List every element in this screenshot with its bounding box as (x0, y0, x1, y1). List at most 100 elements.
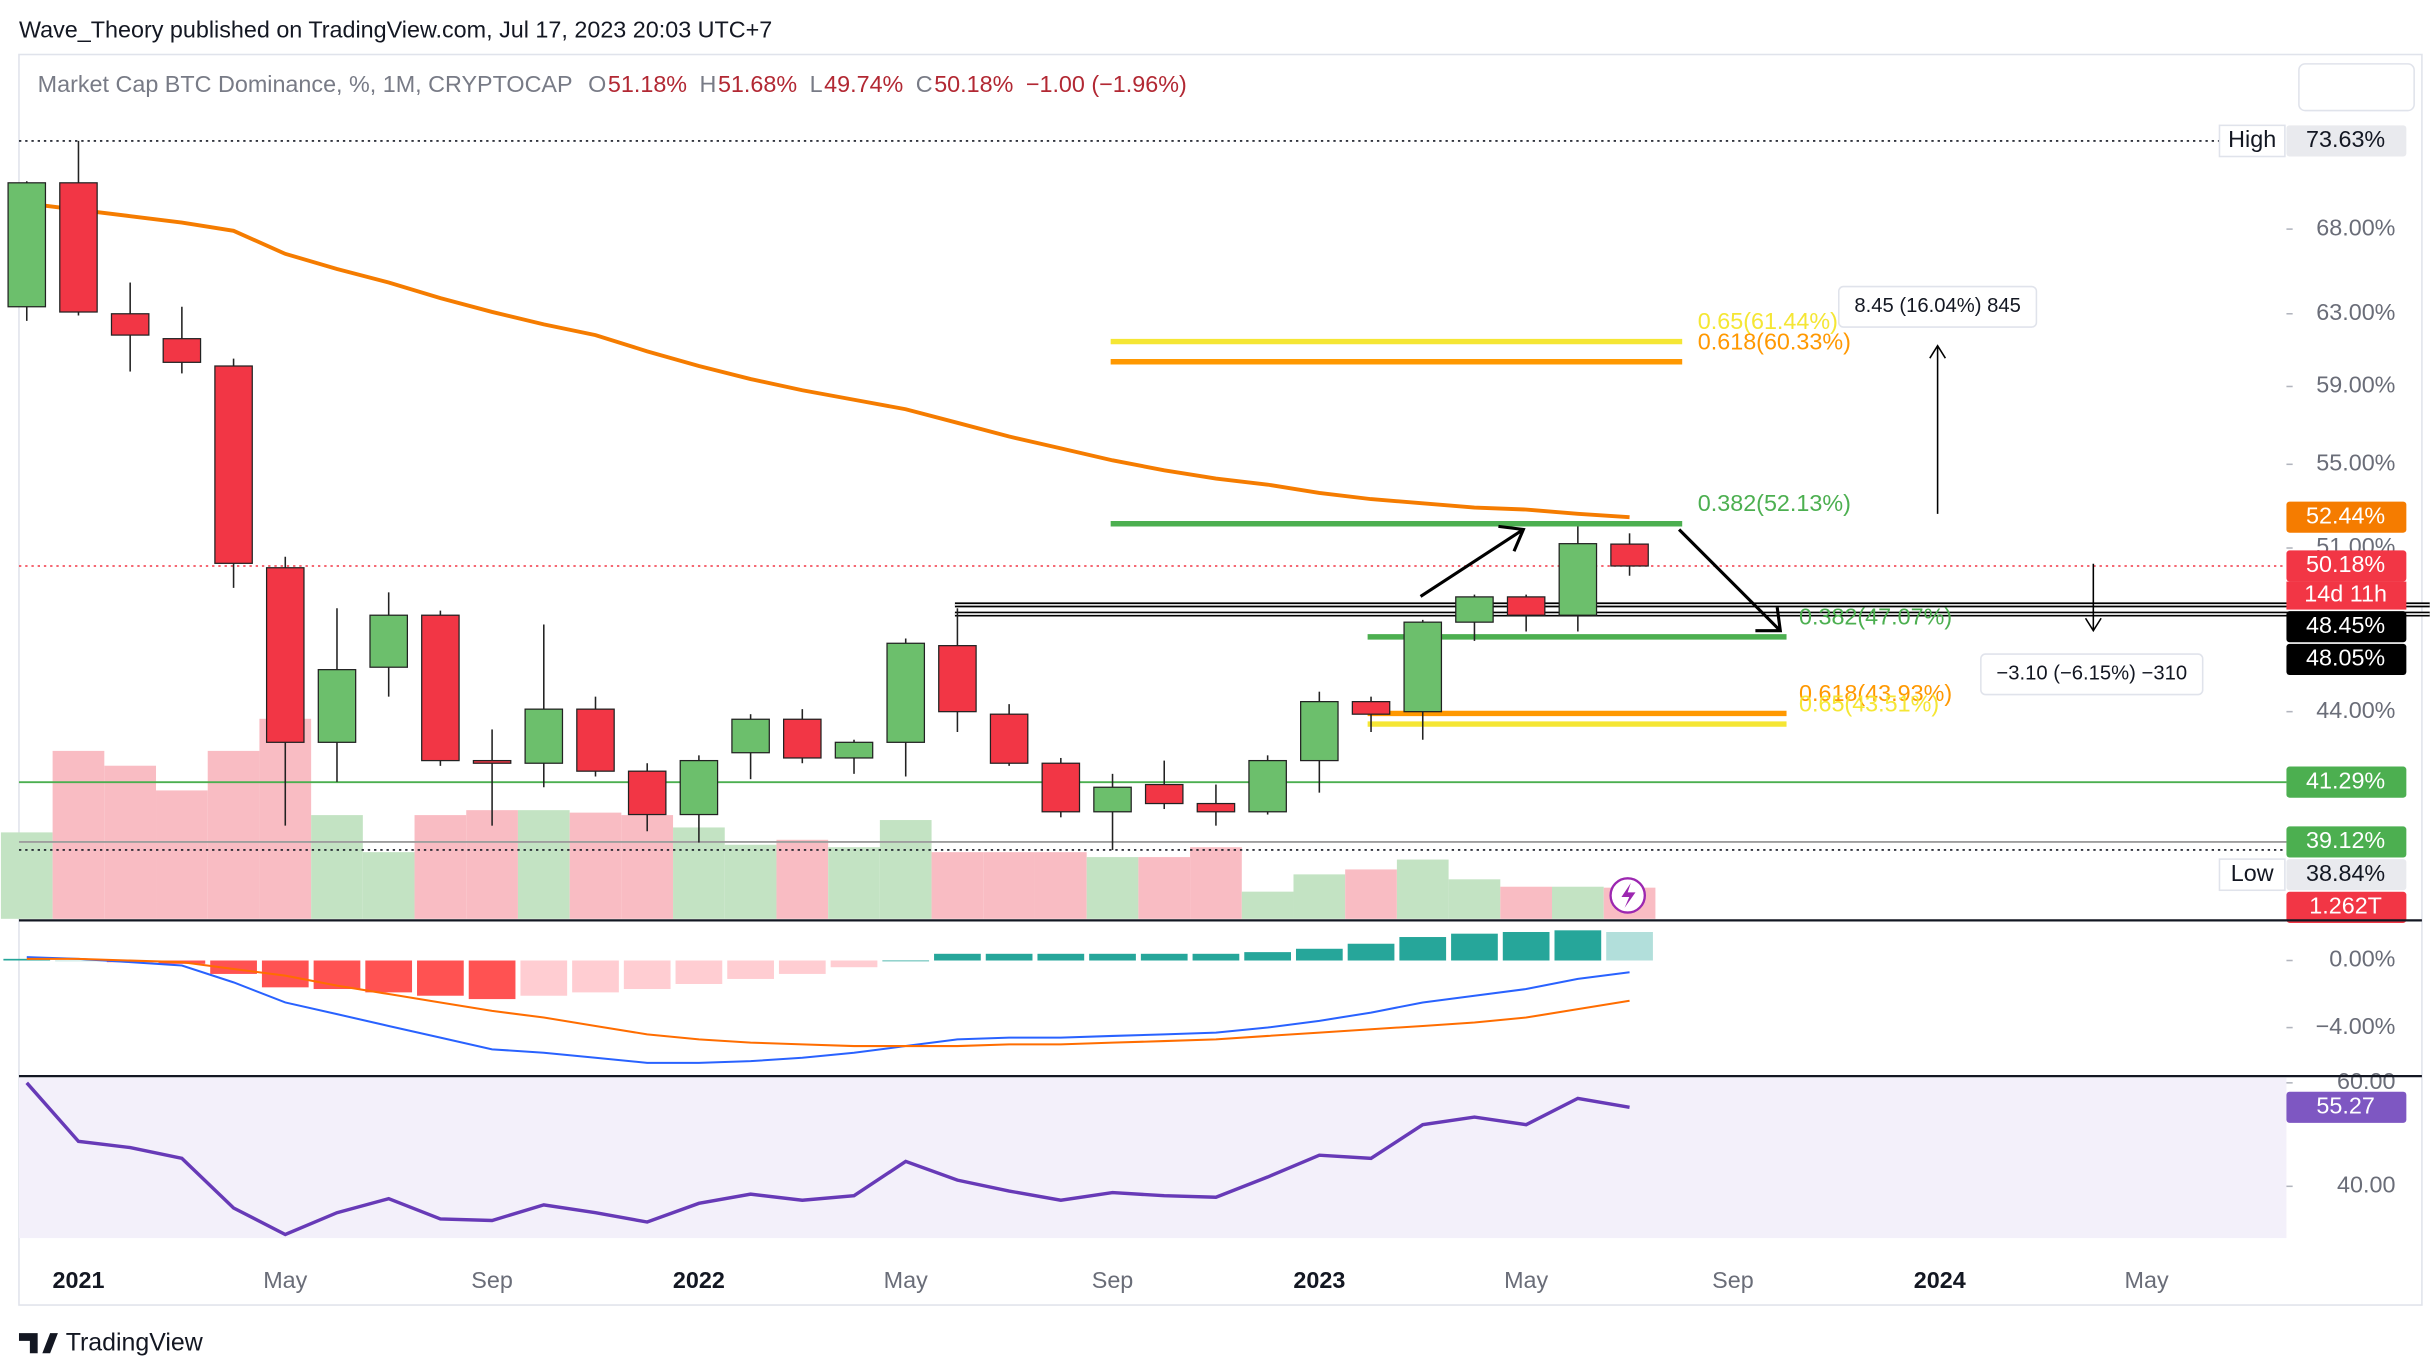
macd-histogram (1451, 933, 1498, 961)
candle-body (1144, 783, 1184, 805)
x-tick-label: 2021 (52, 1267, 104, 1293)
x-tick-label: May (1504, 1267, 1548, 1293)
candle-body (679, 759, 719, 816)
fib-label: 0.65(61.44%) (1698, 308, 1838, 334)
price-badge (2286, 501, 2407, 533)
candle-body (886, 642, 926, 743)
candle-body (369, 614, 408, 668)
macd-histogram (1089, 953, 1136, 961)
candle-body (834, 741, 874, 759)
price-badge (2286, 766, 2407, 798)
chart-frame (18, 53, 2423, 1306)
candle-body (989, 713, 1029, 764)
measure-label: −3.10 (−6.15%) −310 (1996, 663, 2187, 685)
badge-caption-box (2218, 858, 2286, 892)
candle-body (1248, 759, 1287, 813)
volume-bar (931, 852, 984, 919)
price-badge-label: 52.44% (2306, 502, 2385, 528)
volume-bar (52, 750, 105, 919)
macd-tick-label: 0.00% (2329, 946, 2395, 972)
rsi-tick-label: 40.00 (2337, 1171, 2395, 1197)
price-badge (2286, 826, 2407, 858)
macd-histogram (1192, 953, 1240, 961)
volume-bar (207, 750, 260, 919)
candle-body (1196, 802, 1236, 813)
badge-caption: Low (2231, 860, 2274, 886)
candle-body (1506, 596, 1546, 616)
price-badge-label: 1.262T (2309, 893, 2382, 919)
badge-countdown-box (2286, 581, 2407, 610)
measure-box (1837, 285, 2038, 328)
candle-body (59, 182, 98, 313)
macd-histogram (727, 960, 774, 979)
badge-countdown: 14d 11h (2304, 581, 2387, 607)
price-badge (2286, 611, 2407, 643)
candle-body (1610, 543, 1649, 567)
volume-bar (362, 852, 415, 919)
badge-caption-box (2218, 124, 2286, 158)
legend-change: −1.00 (−1.96%) (1026, 71, 1187, 97)
price-badge-label: 41.29% (2306, 767, 2385, 793)
macd-tick-label: −4.00% (2316, 1013, 2396, 1039)
macd-histogram (1502, 931, 1550, 961)
price-badge-label: 55.27 (2316, 1092, 2374, 1118)
x-tick-label: May (2125, 1267, 2169, 1293)
measure-box (1980, 653, 2204, 696)
macd-histogram (1140, 953, 1188, 961)
candle-body (214, 365, 253, 564)
legend-value: 49.74% (824, 71, 903, 97)
candle-body (1300, 701, 1339, 762)
event-icon-bolt (1621, 883, 1636, 908)
candle-body (731, 718, 770, 754)
volume-bar (1500, 886, 1553, 919)
fib-label: 0.618(60.33%) (1698, 328, 1851, 354)
macd-histogram (1606, 931, 1653, 961)
legend-value: 50.18% (934, 71, 1013, 97)
volume-bar (879, 820, 932, 919)
x-tick-label: Sep (1092, 1267, 1134, 1293)
macd-histogram (417, 960, 464, 996)
macd-histogram (55, 960, 102, 962)
fib-label: 0.382(47.07%) (1799, 603, 1952, 629)
macd-histogram (830, 960, 878, 968)
fib-label: 0.618(43.93%) (1799, 680, 1952, 706)
candle-body (162, 338, 202, 363)
volume-bar (156, 790, 208, 919)
candle-body (421, 614, 460, 762)
volume-bar (1293, 874, 1346, 919)
price-badge (2286, 125, 2407, 157)
candle-body (627, 770, 667, 816)
macd-histogram (520, 960, 568, 996)
volume-bar (1086, 857, 1139, 919)
toolbar-box[interactable] (2298, 63, 2415, 112)
macd-histogram (934, 953, 981, 961)
candle-body (1351, 701, 1391, 715)
volume-bar (776, 839, 829, 919)
fib-label: 0.382(52.13%) (1698, 490, 1851, 516)
candle-body (1558, 543, 1598, 616)
macd-histogram (1244, 952, 1291, 961)
price-badge-label: 39.12% (2306, 827, 2385, 853)
price-badge (2286, 643, 2407, 675)
legend-key: C (916, 71, 933, 97)
candle-body (782, 718, 822, 759)
volume-bar (517, 810, 570, 919)
rsi-line (25, 1081, 1630, 1237)
fib-label: 0.65(43.51%) (1799, 691, 1939, 717)
signal-line (26, 957, 1630, 1048)
measure-arrow-up (1929, 344, 1947, 514)
measure-arrow-down (2084, 563, 2102, 633)
macd-histogram (623, 960, 671, 990)
y-tick-label: 59.00% (2316, 372, 2395, 398)
candle-body (265, 567, 305, 743)
volume-bar (1241, 891, 1294, 919)
candle-body (317, 669, 357, 743)
candle-body (524, 708, 564, 764)
arrow-up (1419, 524, 1526, 598)
price-badge-label: 48.05% (2306, 645, 2385, 671)
macd-histogram (1295, 948, 1343, 961)
y-tick-label: 68.00% (2316, 214, 2395, 240)
volume-bar (1448, 879, 1501, 919)
